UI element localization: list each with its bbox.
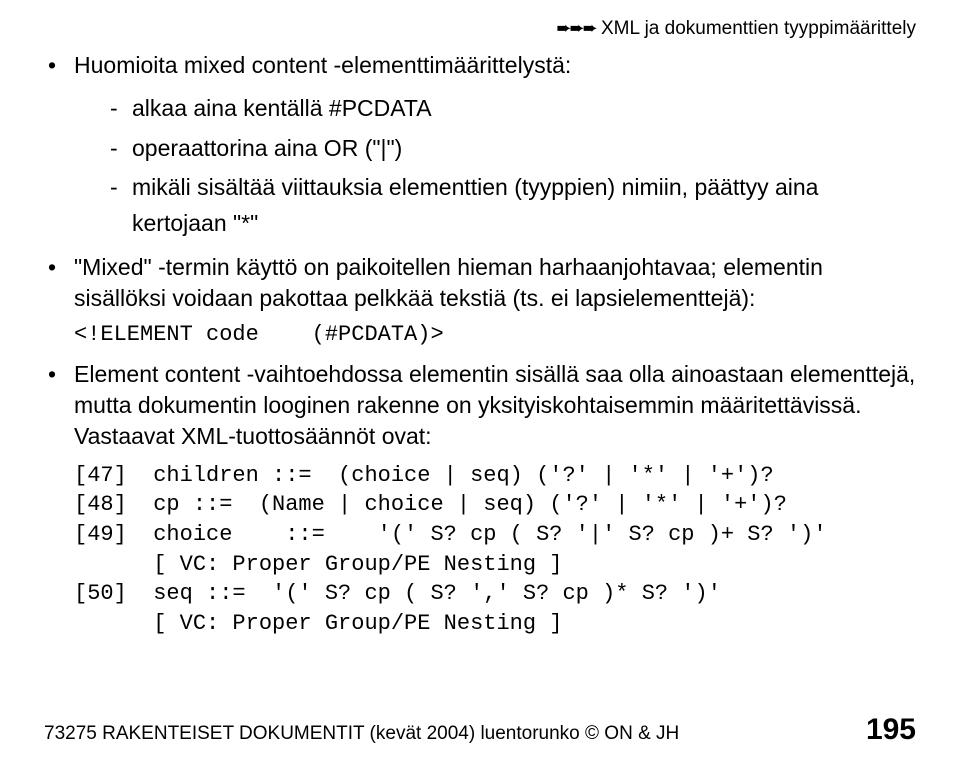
bullet-text: "Mixed" -termin käyttö on paikoitellen h… [74, 254, 823, 311]
page-content: ➨➨➨ XML ja dokumenttien tyyppimäärittely… [0, 0, 960, 639]
bullet-text: Element content -vaihtoehdossa elementin… [74, 361, 915, 449]
sub-list: alkaa aina kentällä #PCDATA operaattorin… [74, 91, 916, 242]
bullet-list: Huomioita mixed content -elementtimäärit… [44, 50, 916, 639]
bullet-text: Huomioita mixed content -elementtimäärit… [74, 52, 571, 78]
sub-item: alkaa aina kentällä #PCDATA [110, 91, 916, 127]
header-breadcrumb: ➨➨➨ XML ja dokumenttien tyyppimäärittely [44, 18, 916, 40]
page-footer: 73275 RAKENTEISET DOKUMENTIT (kevät 2004… [44, 713, 916, 747]
code-block: [47] children ::= (choice | seq) ('?' | … [74, 461, 916, 639]
footer-text: 73275 RAKENTEISET DOKUMENTIT (kevät 2004… [44, 723, 679, 745]
list-item: Huomioita mixed content -elementtimäärit… [44, 50, 916, 242]
list-item: "Mixed" -termin käyttö on paikoitellen h… [44, 252, 916, 350]
arrow-icon: ➨ [583, 19, 598, 37]
sub-item: operaattorina aina OR ("|") [110, 131, 916, 167]
copyright-icon: © [585, 723, 599, 744]
list-item: Element content -vaihtoehdossa elementin… [44, 359, 916, 638]
page-number: 195 [866, 713, 916, 747]
header-title: XML ja dokumenttien tyyppimäärittely [601, 18, 916, 39]
footer-course: 73275 RAKENTEISET DOKUMENTIT (kevät 2004… [44, 723, 585, 744]
footer-authors: ON & JH [599, 723, 679, 744]
sub-item: mikäli sisältää viittauksia elementtien … [110, 170, 916, 241]
code-block: <!ELEMENT code (#PCDATA)> [74, 320, 916, 350]
